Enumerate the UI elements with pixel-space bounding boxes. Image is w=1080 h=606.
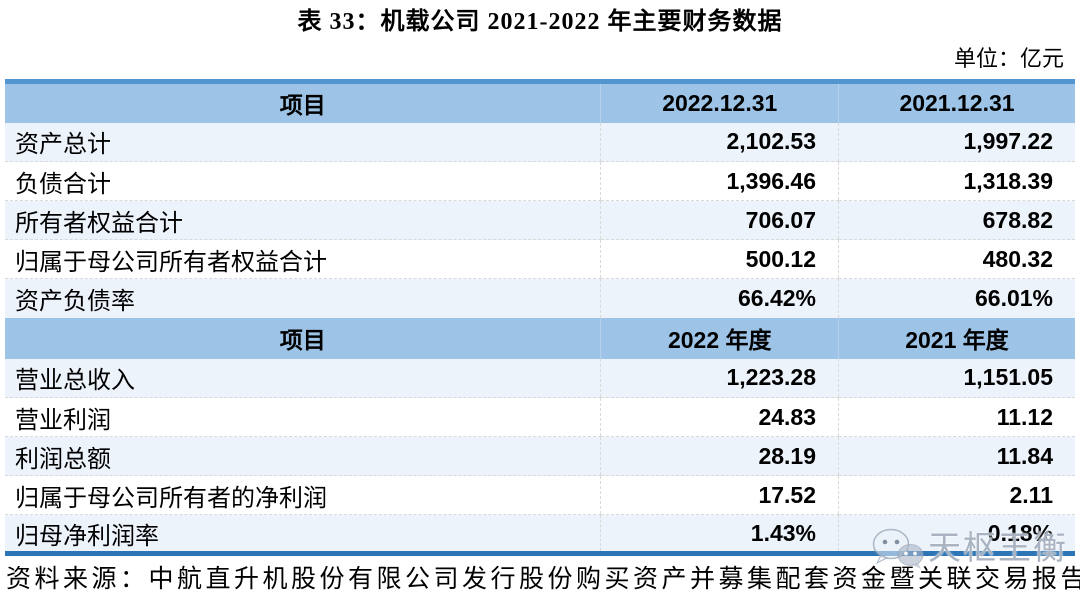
table-row: 负债合计 1,396.46 1,318.39 (5, 161, 1075, 201)
value-2021: 11.12 (838, 397, 1075, 437)
row-label: 营业利润 (5, 397, 601, 437)
value-2022: 17.52 (600, 475, 839, 515)
value-2021: 480.32 (838, 239, 1075, 279)
value-2022: 66.42% (600, 278, 839, 318)
value-2022: 1,223.28 (600, 358, 839, 398)
value-2021: 66.01% (838, 278, 1075, 318)
table-title: 表 33：机载公司 2021-2022 年主要财务数据 (297, 9, 783, 35)
row-label: 资产总计 (5, 122, 601, 162)
table-row: 营业总收入 1,223.28 1,151.05 (5, 358, 1075, 398)
row-label: 营业总收入 (5, 358, 601, 398)
header-date-2022: 2022.12.31 (600, 81, 839, 123)
row-label: 利润总额 (5, 436, 601, 476)
value-2022: 2,102.53 (600, 122, 839, 162)
value-2022: 1,396.46 (600, 161, 839, 201)
unit-label: 单位：亿元 (953, 46, 1064, 71)
table-header-row-income: 项目 2022 年度 2021 年度 (5, 317, 1075, 359)
table-row: 资产总计 2,102.53 1,997.22 (5, 122, 1075, 162)
row-label: 归母净利润率 (5, 514, 601, 554)
row-label: 归属于母公司所有者权益合计 (5, 239, 601, 279)
row-label: 归属于母公司所有者的净利润 (5, 475, 601, 515)
header-item-label: 项目 (5, 317, 601, 359)
value-2021: 2.11 (838, 475, 1075, 515)
table-header-row-balance: 项目 2022.12.31 2021.12.31 (5, 81, 1075, 123)
value-2021: 1,151.05 (838, 358, 1075, 398)
value-2022: 1.43% (600, 514, 839, 554)
value-2022: 706.07 (600, 200, 839, 240)
value-2021: 1,997.22 (838, 122, 1075, 162)
header-year-2021: 2021 年度 (838, 317, 1075, 359)
source-note: 资料来源：中航直升机股份有限公司发行股份购买资产并募集配套资金暨关联交易报告书。 (6, 566, 1080, 593)
table-row: 利润总额 28.19 11.84 (5, 436, 1075, 476)
value-2021: 0.18% (838, 514, 1075, 554)
header-item-label: 项目 (5, 81, 601, 123)
row-label: 负债合计 (5, 161, 601, 201)
table-row: 归属于母公司所有者权益合计 500.12 480.32 (5, 239, 1075, 279)
value-2022: 28.19 (600, 436, 839, 476)
table-row: 营业利润 24.83 11.12 (5, 397, 1075, 437)
table-row: 所有者权益合计 706.07 678.82 (5, 200, 1075, 240)
value-2022: 24.83 (600, 397, 839, 437)
value-2021: 678.82 (838, 200, 1075, 240)
header-date-2021: 2021.12.31 (838, 81, 1075, 123)
value-2021: 1,318.39 (838, 161, 1075, 201)
table-row: 归属于母公司所有者的净利润 17.52 2.11 (5, 475, 1075, 515)
value-2021: 11.84 (838, 436, 1075, 476)
row-label: 资产负债率 (5, 278, 601, 318)
table-row: 归母净利润率 1.43% 0.18% (5, 514, 1075, 554)
value-2022: 500.12 (600, 239, 839, 279)
table-row: 资产负债率 66.42% 66.01% (5, 278, 1075, 318)
financial-table: 项目 2022.12.31 2021.12.31 资产总计 2,102.53 1… (5, 79, 1075, 556)
header-year-2022: 2022 年度 (600, 317, 839, 359)
row-label: 所有者权益合计 (5, 200, 601, 240)
